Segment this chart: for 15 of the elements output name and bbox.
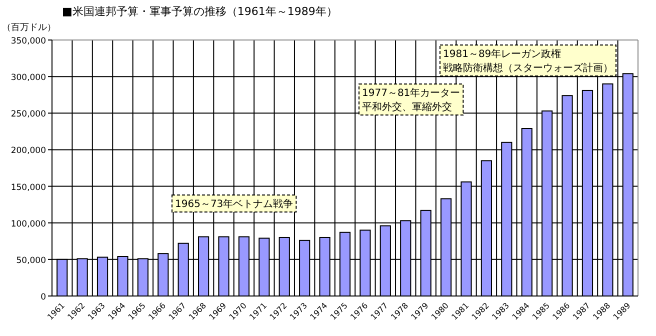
y-tick-label: 100,000 <box>10 219 46 230</box>
y-tick-label: 200,000 <box>10 146 46 156</box>
y-tick-label: 350,000 <box>10 36 46 46</box>
y-tick-label: 250,000 <box>10 110 46 120</box>
y-tick-label: 150,000 <box>10 182 46 193</box>
annotation: 戦略防衛構想（スターウォーズ計画） <box>443 62 613 74</box>
y-axis-title: （百万ドル） <box>2 23 56 33</box>
chart-title: ■米国連邦予算・軍事予算の推移（1961年～1989年） <box>62 5 338 18</box>
annotation: 1965～73年ベトナム戦争 <box>175 198 294 210</box>
annotation: 1977～81年カーター <box>362 87 460 99</box>
y-tick-label: 300,000 <box>10 73 46 84</box>
annotation: 1981～89年レーガン政権 <box>443 48 562 60</box>
y-tick-label: 0 <box>40 292 46 302</box>
y-tick-label: 50,000 <box>16 256 46 266</box>
annotation: 平和外交、軍縮外交 <box>362 101 452 113</box>
